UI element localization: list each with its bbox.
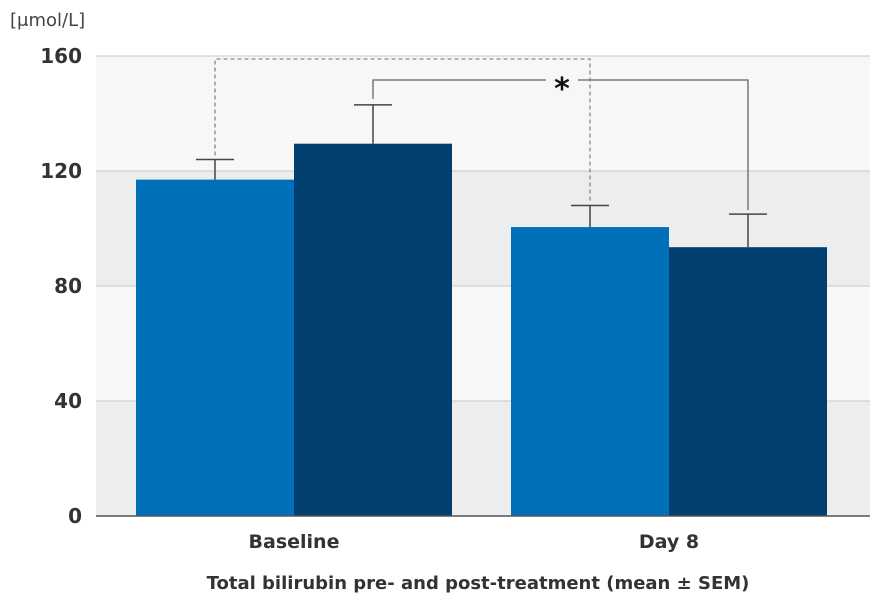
significance-asterisk: * [554,72,570,107]
y-tick-label: 120 [40,159,82,183]
x-axis-title: Total bilirubin pre- and post-treatment … [207,573,750,594]
y-tick-label: 80 [54,274,82,298]
significance-bracket-solid-right [578,79,749,211]
significance-bracket-solid-left [372,79,546,99]
x-category-label: Baseline [249,531,340,553]
bar [136,179,294,516]
y-tick-label: 40 [54,389,82,413]
y-tick-label: 0 [68,504,82,528]
y-tick-label: 160 [40,44,82,68]
background-band [96,56,870,171]
y-axis-unit-label: [μmol/L] [10,10,85,31]
bar [669,247,827,516]
x-category-label: Day 8 [639,531,699,553]
significance-bracket-dashed [214,58,591,202]
bar [294,143,452,516]
bar [511,227,669,516]
